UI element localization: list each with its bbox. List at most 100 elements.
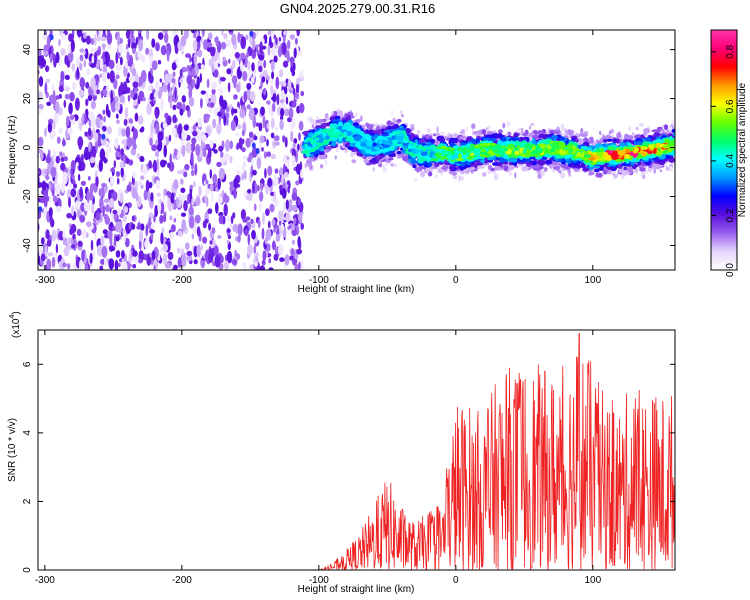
noise-cell <box>45 78 51 84</box>
noise-cell <box>126 136 133 149</box>
noise-cell <box>99 58 104 70</box>
noise-cell <box>138 39 144 52</box>
noise-cell <box>90 38 95 45</box>
noise-cell <box>191 197 195 206</box>
noise-cell <box>58 230 64 241</box>
noise-cell <box>70 39 75 53</box>
noise-cell <box>85 35 91 45</box>
noise-cell <box>216 123 222 135</box>
track-halo-cell <box>472 129 475 136</box>
noise-cell <box>101 125 107 132</box>
track-cell <box>396 150 402 155</box>
track-cell <box>532 134 539 138</box>
noise-cell <box>221 190 225 196</box>
noise-cell <box>183 200 188 212</box>
noise-cell <box>166 49 170 62</box>
noise-cell <box>177 126 181 135</box>
noise-cell <box>268 267 274 270</box>
noise-cell <box>157 201 162 214</box>
noise-cell <box>73 183 78 189</box>
noise-cell <box>234 52 240 59</box>
noise-cell <box>237 223 243 236</box>
noise-cell <box>176 151 181 160</box>
noise-cell <box>89 192 94 201</box>
noise-cell <box>127 94 131 102</box>
track-cell <box>464 168 471 174</box>
noise-cell <box>174 86 177 99</box>
noise-cell <box>256 122 259 127</box>
noise-cell <box>231 258 238 266</box>
noise-cell <box>72 81 77 91</box>
track-cell <box>351 142 356 147</box>
noise-cell <box>244 263 247 270</box>
noise-cell <box>279 119 284 131</box>
noise-cell <box>164 73 170 86</box>
track-cell <box>607 169 612 175</box>
noise-cell <box>255 148 260 154</box>
noise-cell <box>194 83 200 90</box>
noise-cell <box>90 76 96 90</box>
noise-cell <box>122 261 128 270</box>
noise-cell <box>133 99 138 107</box>
noise-cell <box>160 45 167 56</box>
track-cell <box>318 150 325 155</box>
noise-cell <box>160 232 164 245</box>
noise-cell <box>101 245 108 258</box>
noise-cell <box>77 209 81 218</box>
noise-cell <box>220 151 224 159</box>
noise-cell <box>288 199 293 205</box>
noise-cell <box>102 206 105 217</box>
track-halo-cell <box>543 166 548 172</box>
noise-cell <box>38 181 43 188</box>
noise-cell <box>271 218 276 226</box>
noise-cell <box>76 66 79 79</box>
noise-cell <box>194 214 201 224</box>
noise-cell <box>253 135 258 141</box>
noise-cell <box>91 55 95 64</box>
noise-cell <box>71 244 75 249</box>
noise-cell <box>257 219 261 229</box>
noise-cell <box>291 239 295 245</box>
noise-cell <box>273 227 277 233</box>
noise-cell <box>79 62 83 71</box>
noise-cell <box>85 98 89 107</box>
noise-cell <box>43 197 48 208</box>
noise-cell <box>214 254 221 268</box>
noise-cell <box>149 229 156 234</box>
track-halo-cell <box>440 172 443 177</box>
noise-cell <box>232 59 236 70</box>
track-cell <box>553 165 561 170</box>
noise-cell <box>101 182 107 188</box>
noise-cell <box>148 74 154 84</box>
noise-cell <box>162 243 168 252</box>
noise-cell <box>279 184 283 191</box>
noise-cell <box>172 30 177 37</box>
noise-cell <box>300 222 305 230</box>
noise-cell <box>233 94 238 100</box>
noise-cell <box>44 127 47 137</box>
noise-cell <box>242 161 247 168</box>
noise-cell <box>128 75 132 82</box>
noise-cell <box>209 139 214 149</box>
noise-cell <box>109 70 115 83</box>
noise-cell <box>81 249 85 262</box>
noise-cell <box>270 84 274 94</box>
noise-cell <box>191 137 197 145</box>
track-cell <box>589 136 594 140</box>
track-cell <box>477 129 483 135</box>
noise-cell <box>263 89 266 96</box>
track-cell <box>639 167 646 172</box>
noise-cell <box>138 259 143 264</box>
track-cell <box>567 129 575 135</box>
noise-cell <box>115 113 119 119</box>
track-halo-cell <box>613 173 619 178</box>
noise-cell <box>250 218 254 224</box>
noise-cell <box>290 248 295 257</box>
noise-cell <box>239 52 246 60</box>
noise-cell <box>99 148 106 161</box>
noise-cell <box>162 252 168 266</box>
noise-cell <box>90 63 96 68</box>
noise-cell <box>290 87 294 93</box>
noise-cell <box>189 202 193 215</box>
noise-cell <box>86 68 91 76</box>
